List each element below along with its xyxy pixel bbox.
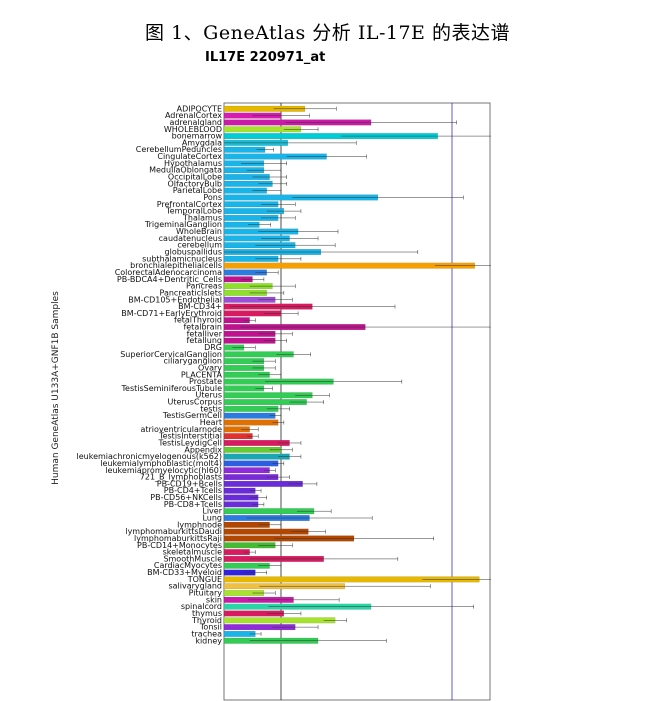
category-label: OccipitalLobe	[168, 173, 222, 182]
category-label: Thalamus	[182, 213, 222, 222]
category-label: ADIPOCYTE	[177, 104, 222, 113]
category-label: TrigeminalGanglion	[144, 220, 222, 229]
bar	[223, 467, 270, 474]
category-label: fetalbrain	[183, 323, 222, 332]
category-label: TestisInterstitial	[158, 432, 222, 441]
category-label: Pons	[203, 193, 222, 202]
category-label: SuperiorCervicalGanglion	[120, 350, 222, 359]
category-label: TestisSeminiferousTubule	[121, 384, 223, 393]
category-label: PrefrontalCortex	[157, 200, 223, 209]
category-label: lymphnode	[177, 520, 222, 529]
category-label: Pancreas	[186, 282, 222, 291]
category-label: WholeBrain	[176, 227, 222, 236]
category-label: Thyroid	[191, 616, 222, 625]
category-label: fetallung	[187, 336, 222, 345]
category-label: Amygdala	[182, 138, 222, 147]
bar	[223, 412, 276, 419]
category-label: TestisLeydigCell	[158, 438, 222, 447]
category-label: 721_B_lymphoblasts	[140, 473, 222, 482]
category-label: PB-CD14+Monocytes	[137, 541, 222, 550]
category-label: leukemiachronicmyelogenous(k562)	[77, 452, 222, 461]
category-label: Tonsil	[199, 623, 222, 632]
category-label: DRG	[204, 343, 222, 352]
category-label: TemporalLobe	[165, 207, 222, 216]
category-label: CardiacMyocytes	[154, 561, 222, 570]
category-label: OlfactoryBulb	[167, 179, 222, 188]
category-label: SmoothMuscle	[163, 554, 222, 563]
category-label: bronchialepithelialcells	[130, 261, 222, 270]
category-label: PLACENTA	[181, 370, 223, 379]
category-label: BM-CD34+	[178, 302, 222, 311]
category-label: lymphomaburkittsRaji	[134, 534, 222, 543]
bar	[223, 419, 279, 426]
category-label: subthalamicnucleus	[142, 254, 222, 263]
category-label: leukemialymphoblastic(molt4)	[100, 459, 222, 468]
category-label: CerebellumPeduncles	[136, 145, 222, 154]
category-label: BM-CD33+Myeloid	[147, 568, 222, 577]
category-label: WHOLEBLOOD	[164, 125, 222, 134]
category-label: skeletalmuscle	[163, 548, 222, 557]
category-label: BM-CD71+EarlyErythroid	[121, 309, 222, 318]
category-label: Hypothalamus	[164, 159, 222, 168]
category-label: MedullaOblongata	[149, 166, 222, 175]
category-label: UterusCorpus	[167, 398, 222, 407]
category-label: skin	[206, 595, 222, 604]
category-label: Prostate	[189, 377, 222, 386]
category-label: TestisGermCell	[162, 411, 222, 420]
category-label: ColorectalAdenocarcinoma	[115, 268, 222, 277]
category-label: cerebellum	[177, 241, 222, 250]
category-label: kidney	[195, 636, 222, 645]
chart-title: IL17E 220971_at	[205, 50, 326, 65]
category-label: Pituitary	[189, 589, 223, 598]
category-label: trachea	[191, 629, 222, 638]
category-label: Uterus	[196, 391, 222, 400]
category-label: thymus	[192, 609, 222, 618]
category-label: lymphomaburkittsDaudi	[125, 527, 222, 536]
category-label: adrenalgland	[169, 118, 222, 127]
category-label: globuspallidus	[165, 248, 222, 257]
category-label: spinalcord	[181, 602, 222, 611]
category-label: Lung	[202, 514, 222, 523]
category-label: Heart	[200, 418, 222, 427]
category-label: PB-CD56+NKCells	[150, 493, 222, 502]
category-label: PB-BDCA4+Dentritic_Cells	[117, 275, 222, 284]
category-label: PB-CD4+Tcells	[164, 486, 222, 495]
category-label: AdrenalCortex	[165, 111, 222, 120]
category-label: atrioventricularnode	[140, 425, 222, 434]
category-label: PB-CD8+Tcells	[164, 500, 222, 509]
figure-caption: 图 1、GeneAtlas 分析 IL-17E 的表达谱	[145, 22, 510, 44]
category-label: Appendix	[184, 445, 222, 454]
category-label: ParietalLobe	[173, 186, 222, 195]
category-label: PB-CD19+Bcells	[157, 479, 222, 488]
category-label: TONGUE	[187, 575, 222, 584]
category-label: leukemiapromyelocytic(hl60)	[105, 466, 222, 475]
category-label: testis	[200, 404, 222, 413]
category-label: caudatenucleus	[159, 234, 222, 243]
category-label: salivarygland	[168, 582, 222, 591]
category-labels-group: ADIPOCYTEAdrenalCortexadrenalglandWHOLEB…	[77, 104, 223, 645]
category-label: fetalliver	[187, 329, 223, 338]
category-label: BM-CD105+Endothelial	[128, 295, 222, 304]
category-label: ciliaryganglion	[163, 357, 222, 366]
category-label: PancreaticIslets	[159, 288, 222, 297]
category-label: fetalThyroid	[174, 316, 222, 325]
y-axis-label: Human GeneAtlas U133A+GNF1B Samples	[51, 291, 61, 485]
category-label: Liver	[202, 507, 222, 516]
bars-group	[223, 105, 491, 644]
bar	[223, 617, 336, 624]
category-label: Ovary	[198, 363, 222, 372]
bar	[223, 460, 279, 467]
category-label: CingulateCortex	[157, 152, 222, 161]
category-label: bonemarrow	[172, 132, 223, 141]
